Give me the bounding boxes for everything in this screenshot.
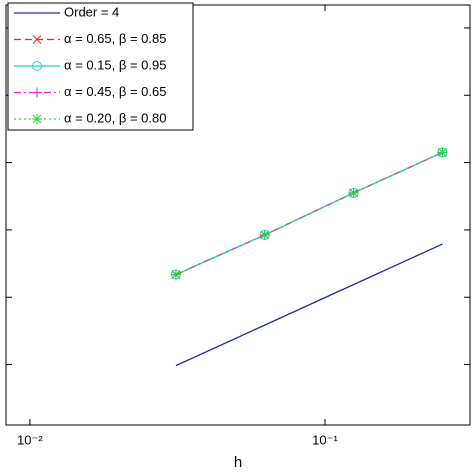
marker-circle (32, 61, 42, 71)
marker (348, 187, 359, 198)
marker (32, 35, 42, 44)
marker (259, 229, 270, 240)
marker-stroke (32, 35, 42, 44)
marker (437, 147, 448, 158)
legend-label: Order = 4 (64, 4, 119, 19)
legend-label: α = 0.15, β = 0.95 (64, 57, 166, 72)
marker (170, 269, 181, 280)
series-line (175, 151, 443, 276)
marker (32, 61, 42, 71)
legend-label: α = 0.45, β = 0.65 (64, 84, 166, 99)
x-tick-label: 10⁻¹ (312, 432, 338, 447)
legend: Order = 4 α = 0.65, β = 0.85 α = 0.15, β =… (7, 2, 194, 131)
x-axis-label: h (234, 454, 242, 471)
x-tick-label: 10⁻² (17, 432, 43, 447)
marker (32, 87, 42, 98)
legend-label: α = 0.20, β = 0.80 (64, 110, 166, 125)
marker (32, 114, 42, 124)
legend-label: α = 0.65, β = 0.85 (64, 31, 166, 46)
series-line (175, 243, 443, 367)
